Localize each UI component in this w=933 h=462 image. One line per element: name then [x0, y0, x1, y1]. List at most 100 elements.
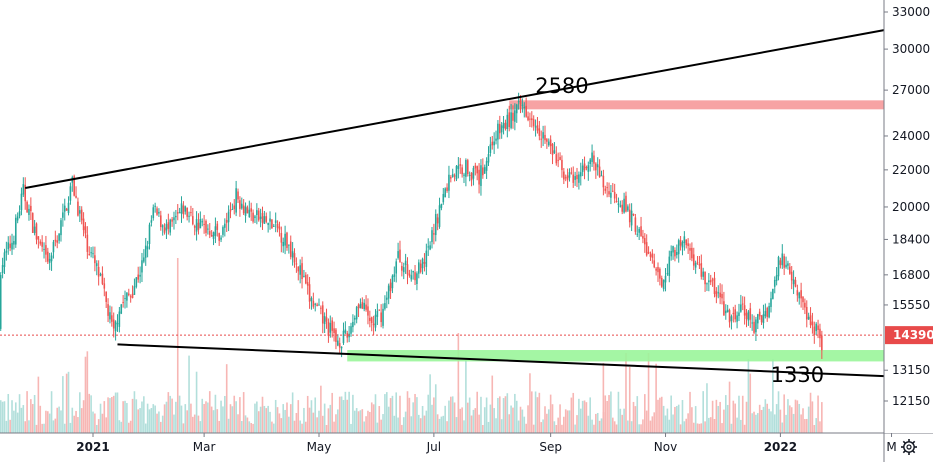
volume-bar — [135, 399, 138, 433]
candle-body — [395, 261, 398, 274]
candle-body — [305, 274, 307, 284]
volume-bar — [440, 416, 443, 433]
volume-bar — [768, 408, 770, 433]
candle-body — [529, 118, 531, 120]
price-axis[interactable]: 33000 30000 27000 24000 22000 20000 18400 16800… — [884, 5, 930, 408]
volume-bar — [455, 417, 458, 433]
volume-bar — [214, 394, 217, 433]
candle-body — [41, 242, 43, 247]
candle-body — [124, 298, 126, 300]
volume-bar — [510, 405, 512, 433]
candle-body — [288, 244, 290, 246]
volume-bar — [615, 424, 618, 433]
support-zone — [347, 350, 885, 362]
candle-body — [805, 306, 808, 320]
candle-body — [84, 226, 87, 234]
candle-body — [308, 284, 311, 302]
volume-bar — [261, 396, 264, 433]
volume-bar — [182, 423, 185, 433]
candle-body — [474, 165, 477, 169]
candle-body — [141, 260, 143, 273]
candle-body — [335, 329, 337, 342]
volume-bar — [109, 398, 111, 433]
volume-bar — [299, 420, 301, 433]
candle-body — [502, 123, 505, 129]
candle-body — [109, 312, 111, 320]
candle-body — [337, 340, 339, 346]
volume-bar — [197, 415, 200, 433]
candle-body — [662, 279, 665, 290]
candle-body — [625, 195, 627, 212]
candle-body — [201, 221, 204, 223]
volume-bar — [239, 397, 241, 433]
candle-body — [429, 245, 431, 250]
volume-bar — [611, 417, 614, 433]
candle-body — [572, 174, 575, 183]
candle-body — [397, 251, 399, 258]
volume-bar — [401, 424, 403, 433]
candle-body — [465, 160, 467, 177]
price-tick-label: 33000 — [892, 5, 930, 19]
candle-body — [178, 212, 181, 214]
volume-bar — [751, 413, 753, 433]
volume-bar — [647, 353, 650, 433]
volume-bar — [212, 410, 215, 433]
candle-body — [184, 206, 187, 212]
price-tick-label: 20000 — [892, 200, 930, 214]
candle-body — [101, 273, 104, 284]
volume-bar — [536, 397, 539, 433]
candle-body — [58, 233, 60, 241]
candle-body — [75, 195, 77, 198]
candle-body — [561, 159, 563, 171]
volume-bar — [623, 408, 625, 433]
volume-bar — [579, 408, 582, 433]
price-tick-label: 16800 — [892, 268, 930, 282]
volume-bar — [807, 406, 810, 433]
candle-body — [713, 277, 716, 294]
volume-bar — [495, 418, 497, 433]
volume-bar — [783, 394, 785, 433]
candle-body — [188, 215, 190, 217]
volume-bar — [762, 406, 765, 433]
volume-bar — [65, 373, 68, 433]
volume-bar — [497, 397, 499, 433]
annotation-label: 2580 — [535, 74, 588, 98]
volume-bar — [301, 423, 303, 433]
candle-body — [274, 220, 277, 223]
volume-bar — [489, 404, 492, 433]
candle-body — [380, 312, 382, 323]
volume-bar — [466, 402, 469, 433]
volume-bar — [815, 418, 817, 433]
volume-bar — [127, 422, 130, 433]
candle-body — [406, 264, 409, 275]
candle-body — [772, 288, 774, 299]
time-axis[interactable]: 2021 Mar May Jul Sep Nov 2022 M — [76, 433, 897, 454]
settings-gear-icon[interactable] — [901, 439, 917, 455]
candle-body — [163, 227, 166, 233]
candle-body — [137, 274, 139, 280]
candle-body — [37, 236, 40, 240]
volume-bar — [634, 406, 637, 433]
candle-body — [717, 292, 720, 294]
volume-bar — [50, 391, 53, 433]
volume-bar — [798, 403, 801, 433]
candle-body — [794, 279, 797, 287]
volume-bar — [73, 415, 75, 433]
candle-body — [679, 240, 682, 246]
candle-body — [299, 265, 301, 275]
candle-body — [444, 188, 446, 198]
candle-body — [478, 169, 480, 185]
volume-bar — [448, 400, 450, 433]
candle-body — [659, 268, 661, 279]
candle-body — [69, 186, 72, 201]
candle-body — [175, 215, 177, 218]
candle-body — [781, 253, 784, 266]
candle-body — [161, 225, 164, 228]
candle-body — [627, 206, 629, 211]
candle-body — [203, 223, 205, 225]
volume-bar — [470, 415, 473, 433]
candle-body — [338, 343, 341, 348]
candle-body — [0, 274, 2, 329]
candle-body — [152, 207, 155, 219]
